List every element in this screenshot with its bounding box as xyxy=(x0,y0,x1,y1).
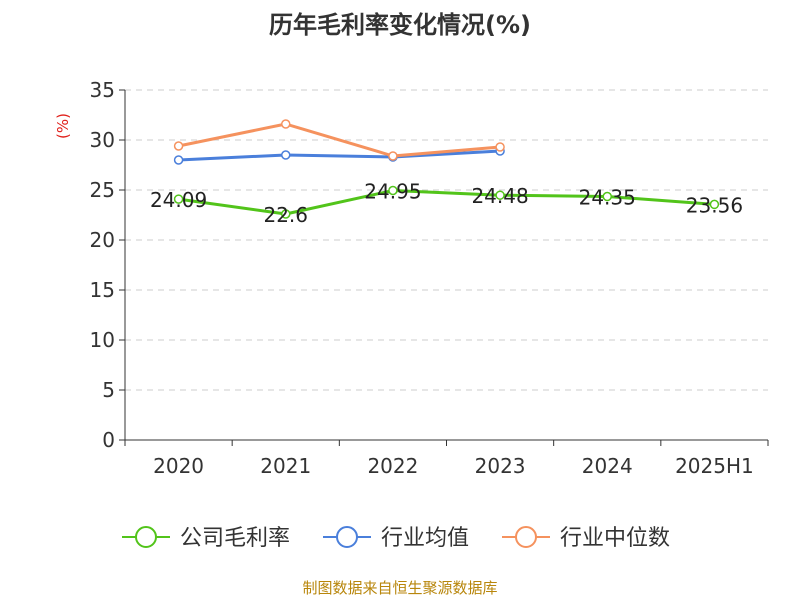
legend-item[interactable]: 行业均值 xyxy=(323,526,469,551)
data-point xyxy=(281,209,291,219)
data-label: 22.6 xyxy=(263,203,308,227)
data-point xyxy=(495,190,505,200)
y-tick-label: 20 xyxy=(90,228,115,252)
legend: 公司毛利率 行业均值 行业中位数 xyxy=(122,526,670,551)
chart-title: 历年毛利率变化情况(%) xyxy=(269,11,531,39)
x-tick-label: 2020 xyxy=(153,454,204,478)
source-note: 制图数据来自恒生聚源数据库 xyxy=(302,579,497,597)
legend-marker-swatch xyxy=(336,526,358,548)
legend-label: 行业均值 xyxy=(381,526,469,551)
x-tick-label: 2022 xyxy=(367,454,418,478)
x-tick-label: 2021 xyxy=(260,454,311,478)
series-line xyxy=(178,189,715,216)
y-tick-label: 25 xyxy=(90,178,115,202)
y-tick-label: 5 xyxy=(102,378,115,402)
y-tick-label: 15 xyxy=(90,278,115,302)
data-label: 24.48 xyxy=(471,184,528,208)
data-point xyxy=(281,119,291,129)
legend-item[interactable]: 公司毛利率 xyxy=(122,526,290,551)
data-point xyxy=(495,142,505,152)
data-point xyxy=(173,141,184,151)
y-tick-label: 30 xyxy=(90,128,115,152)
y-tick-label: 35 xyxy=(90,78,115,102)
x-tick-label: 2024 xyxy=(582,454,633,478)
legend-marker-swatch xyxy=(135,526,157,548)
legend-label: 公司毛利率 xyxy=(180,526,290,551)
data-label: 24.35 xyxy=(579,186,636,210)
x-tick-label: 2023 xyxy=(475,454,526,478)
y-tick-label: 10 xyxy=(90,328,115,352)
x-tick-label: 2025H1 xyxy=(675,454,754,478)
series-line xyxy=(178,149,501,162)
y-tick-label: 0 xyxy=(102,428,115,452)
legend-item[interactable]: 行业中位数 xyxy=(502,526,670,551)
series-lines xyxy=(173,119,720,219)
legend-marker-swatch xyxy=(515,526,537,548)
series-line xyxy=(178,122,501,158)
axes: 0 5 10 15 20 25 30 35 2020 2021 2022 2023 2024 2025H1 xyxy=(90,78,769,478)
data-point xyxy=(388,151,398,161)
data-point xyxy=(173,155,184,165)
y-axis-label: (%) xyxy=(54,113,72,139)
data-point xyxy=(281,150,291,160)
legend-label: 行业中位数 xyxy=(560,526,670,551)
data-label: 24.09 xyxy=(150,188,207,212)
data-labels: 24.09 22.6 24.95 24.48 24.35 23.56 xyxy=(150,180,743,228)
data-label: 24.95 xyxy=(364,180,421,204)
data-point xyxy=(602,191,612,202)
grid-lines xyxy=(125,89,768,391)
data-point xyxy=(388,185,398,196)
data-label: 23.56 xyxy=(686,193,743,217)
data-point xyxy=(173,194,184,204)
data-point xyxy=(709,199,720,210)
